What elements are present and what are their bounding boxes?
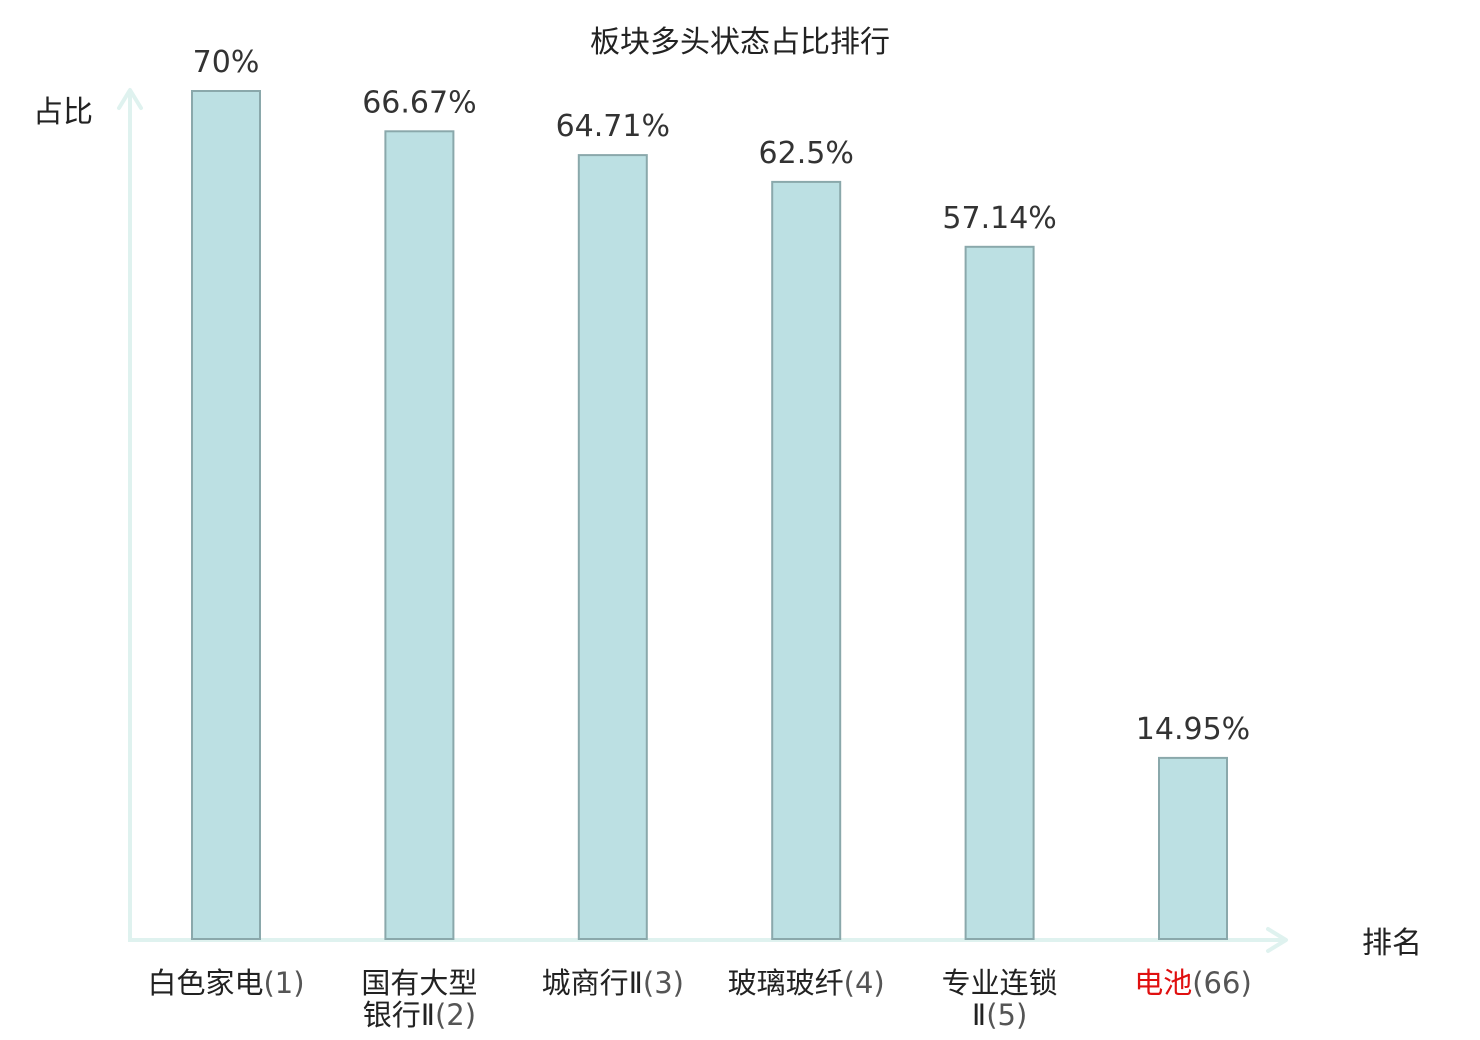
- x-tick-label-5-line-2: Ⅱ(5): [972, 998, 1027, 1032]
- tick-label-rank: (2): [435, 998, 476, 1032]
- x-tick-label-6: 电池(66): [1134, 966, 1252, 1000]
- value-label-1: 70%: [193, 45, 260, 80]
- tick-label-rank: (1): [263, 966, 304, 1000]
- tick-label-rank: (4): [844, 966, 885, 1000]
- bars-group: [191, 90, 1228, 941]
- tick-label-rank: (66): [1192, 966, 1252, 1000]
- tick-label-rank: (3): [643, 966, 684, 1000]
- value-label-2: 66.67%: [362, 85, 476, 120]
- x-tick-label-3: 城商行Ⅱ(3): [542, 966, 684, 1000]
- tick-label-name: 城商行Ⅱ: [542, 966, 643, 1000]
- x-tick-label-4: 玻璃玻纤(4): [728, 966, 885, 1000]
- tick-label-name: 国有大型: [361, 966, 477, 1000]
- bar-5: [964, 245, 1035, 941]
- value-label-6: 14.95%: [1136, 712, 1250, 747]
- tick-label-name: 白色家电: [147, 966, 263, 1000]
- value-label-5: 57.14%: [942, 201, 1056, 236]
- bar-2: [384, 130, 455, 941]
- axes: [117, 88, 1288, 953]
- value-label-3: 64.71%: [556, 109, 670, 144]
- tick-label-name: 玻璃玻纤: [728, 966, 844, 1000]
- bar-1: [191, 90, 261, 940]
- tick-label-name: 专业连锁: [942, 966, 1058, 1000]
- value-labels-group: 70% 66.67% 64.71% 62.5% 57.14% 14.95%: [193, 45, 1251, 747]
- bar-6: [1158, 756, 1228, 941]
- x-axis-arrow: [1266, 927, 1288, 953]
- x-axis-label: 排名: [1362, 926, 1422, 961]
- x-tick-label-2-line-2: 银行Ⅱ(2): [363, 998, 476, 1032]
- x-tick-label-5-line-1: 专业连锁: [942, 966, 1058, 1000]
- bar-4: [771, 180, 842, 940]
- tick-label-name: 电池: [1134, 966, 1192, 1000]
- value-label-4: 62.5%: [759, 136, 854, 171]
- y-axis-arrow: [117, 88, 143, 110]
- x-tick-label-2-line-1: 国有大型: [361, 966, 477, 1000]
- tick-label-name: Ⅱ: [972, 998, 986, 1032]
- chart-title: 板块多头状态占比排行: [590, 25, 890, 60]
- bar-3: [577, 154, 648, 941]
- x-tick-label-1: 白色家电(1): [147, 966, 304, 1000]
- tick-label-name: 银行Ⅱ: [363, 998, 435, 1032]
- tick-label-rank: (5): [986, 998, 1027, 1032]
- y-axis-label: 占比: [33, 95, 93, 130]
